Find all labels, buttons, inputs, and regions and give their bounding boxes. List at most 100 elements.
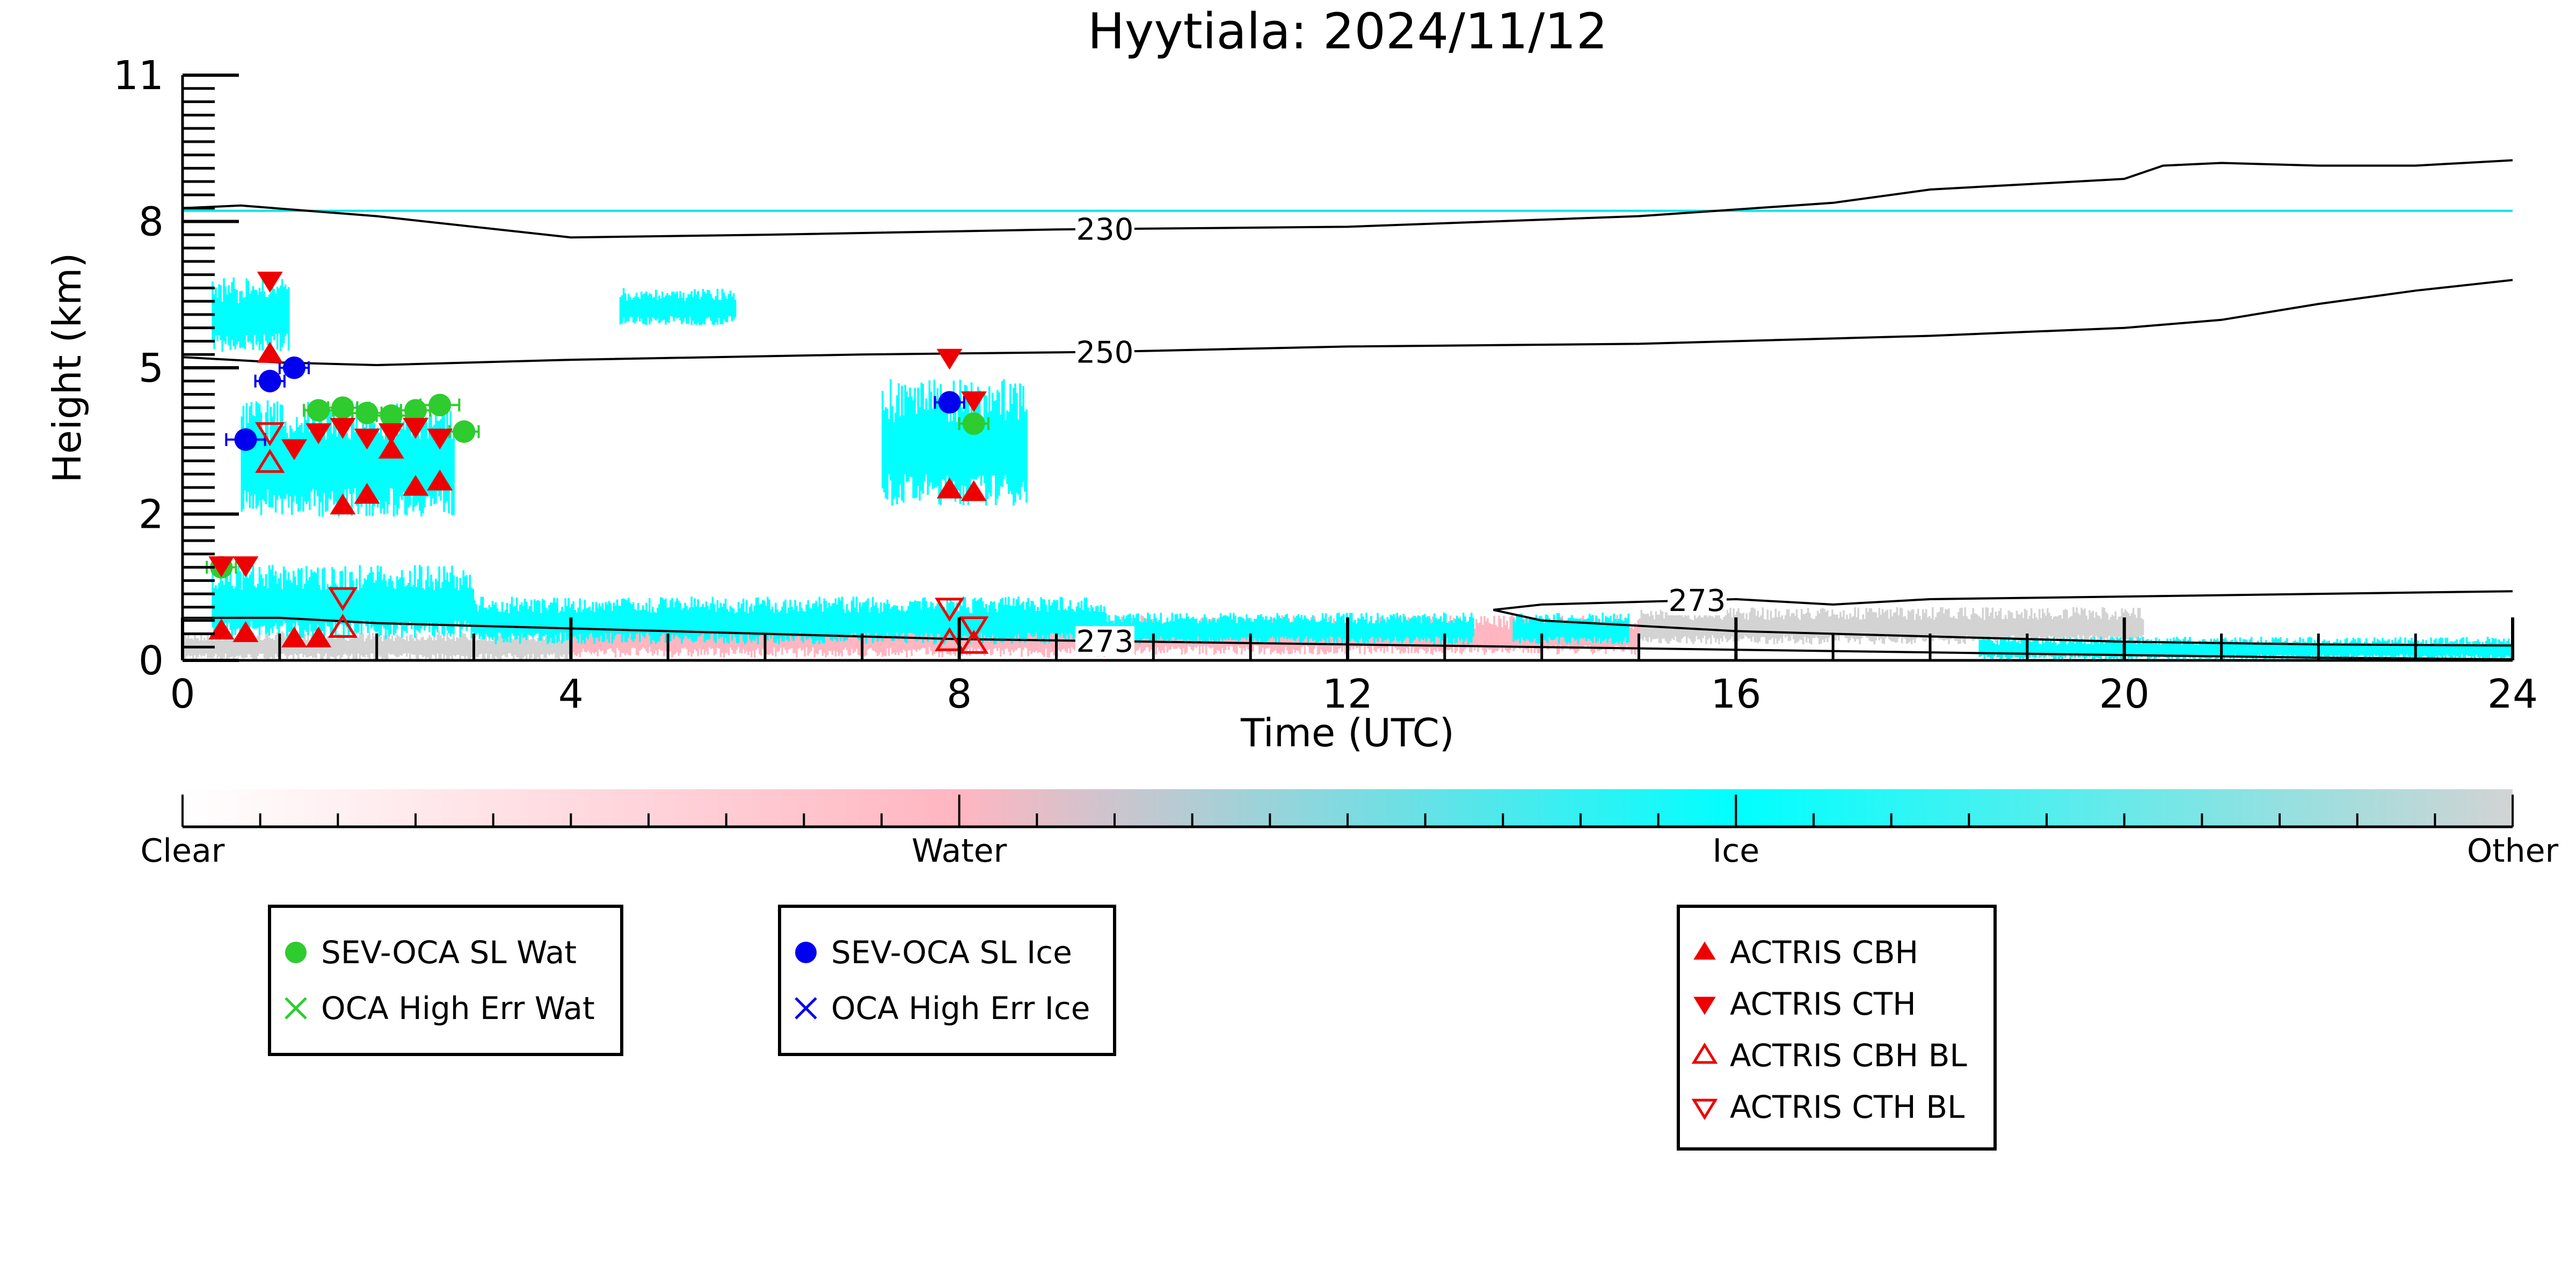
ice-class-column xyxy=(1407,621,1410,638)
x-tick-label: 16 xyxy=(1711,671,1761,717)
ice-class-column xyxy=(770,609,772,638)
ice-class-column xyxy=(911,396,913,478)
ice-class-column xyxy=(1602,612,1604,641)
ice-class-column xyxy=(355,403,358,506)
ice-class-column xyxy=(1042,599,1044,636)
ice-class-column xyxy=(1572,618,1575,638)
ice-class-column xyxy=(1472,617,1474,637)
water-class-column xyxy=(1605,629,1607,654)
ice-class-column xyxy=(420,566,423,629)
ice-class-column xyxy=(1527,622,1530,640)
ice-class-column xyxy=(328,588,330,627)
ice-class-column xyxy=(2365,638,2368,659)
ice-class-column xyxy=(2355,642,2358,658)
ice-class-column xyxy=(362,584,365,621)
ice-class-column xyxy=(708,609,711,640)
other-class-column xyxy=(2033,613,2036,641)
other-class-column xyxy=(360,633,363,656)
ice-class-column xyxy=(239,571,242,637)
ice-class-column xyxy=(801,608,803,641)
other-class-column xyxy=(2004,615,2007,644)
ice-class-column xyxy=(1093,611,1096,634)
ice-class-column xyxy=(1064,608,1067,639)
water-class-column xyxy=(1051,616,1054,652)
ice-class-column xyxy=(1540,615,1542,639)
other-class-column xyxy=(1684,613,1686,637)
ice-class-column xyxy=(1378,623,1380,638)
other-class-column xyxy=(1682,617,1685,637)
ice-class-column xyxy=(919,407,921,501)
ice-class-column xyxy=(1082,610,1085,638)
ice-class-column xyxy=(2089,644,2091,658)
other-class-column xyxy=(388,633,390,654)
ice-class-column xyxy=(917,601,919,636)
other-class-column xyxy=(1787,609,1790,642)
ice-class-column xyxy=(325,589,327,623)
ice-class-column xyxy=(401,428,403,500)
ice-class-column xyxy=(640,292,643,319)
ice-class-column xyxy=(1451,620,1453,645)
ice-class-column xyxy=(376,565,379,631)
ice-class-column xyxy=(2454,641,2457,658)
ice-class-column xyxy=(2119,637,2122,659)
other-class-column xyxy=(2044,615,2047,642)
ice-class-column xyxy=(734,613,737,637)
ice-class-column xyxy=(425,580,427,627)
ice-class-column xyxy=(582,609,585,641)
ice-class-column xyxy=(940,606,942,644)
water-class-column xyxy=(1236,625,1238,654)
ice-class-column xyxy=(1377,613,1379,642)
ice-class-column xyxy=(2022,638,2025,659)
water-class-column xyxy=(909,618,911,651)
other-class-column xyxy=(326,636,329,659)
water-class-column xyxy=(789,629,791,649)
water-class-column xyxy=(1017,628,1020,648)
ice-class-column xyxy=(279,285,282,351)
ice-class-column xyxy=(616,599,618,634)
ice-class-column xyxy=(666,293,668,323)
ice-class-column xyxy=(1281,619,1284,637)
ice-class-column xyxy=(1231,619,1233,641)
other-class-column xyxy=(1818,613,1821,645)
ice-class-column xyxy=(678,600,680,637)
ice-class-column xyxy=(1525,616,1528,639)
ice-class-column xyxy=(2077,641,2079,658)
ice-class-column xyxy=(2443,644,2446,656)
ice-class-column xyxy=(310,569,312,632)
other-class-column xyxy=(1661,612,1664,639)
ice-class-column xyxy=(1263,619,1265,644)
ice-class-column xyxy=(392,418,395,517)
ice-class-column xyxy=(391,438,394,489)
actris-cth-point xyxy=(403,418,428,439)
ice-class-column xyxy=(2288,644,2290,659)
other-class-column xyxy=(493,633,496,660)
ice-class-column xyxy=(232,588,235,629)
ice-class-column xyxy=(710,603,712,635)
ice-class-column xyxy=(1063,610,1065,638)
ice-class-column xyxy=(2330,644,2332,655)
other-class-column xyxy=(2019,615,2021,643)
other-class-column xyxy=(1913,620,1916,643)
ice-class-column xyxy=(2236,641,2238,658)
ice-class-column xyxy=(2184,637,2186,659)
ice-class-column xyxy=(2357,638,2360,656)
ice-class-column xyxy=(2276,639,2279,655)
ice-class-column xyxy=(1592,615,1594,643)
ice-class-column xyxy=(1447,623,1450,644)
ice-class-column xyxy=(2218,641,2221,656)
ice-class-column xyxy=(1229,613,1232,637)
other-class-column xyxy=(1999,608,2002,639)
other-class-column xyxy=(331,637,333,657)
ice-class-column xyxy=(567,598,570,640)
ice-class-column xyxy=(923,409,926,482)
other-class-column xyxy=(2142,619,2144,636)
ice-class-column xyxy=(1435,617,1437,637)
ice-class-column xyxy=(630,604,633,640)
ice-class-column xyxy=(2346,638,2348,658)
ice-class-column xyxy=(266,400,269,490)
ice-class-column xyxy=(605,602,607,634)
ice-class-column xyxy=(2090,637,2092,656)
ice-class-column xyxy=(732,608,735,635)
ice-class-column xyxy=(723,292,725,319)
other-class-column xyxy=(1671,608,1673,639)
